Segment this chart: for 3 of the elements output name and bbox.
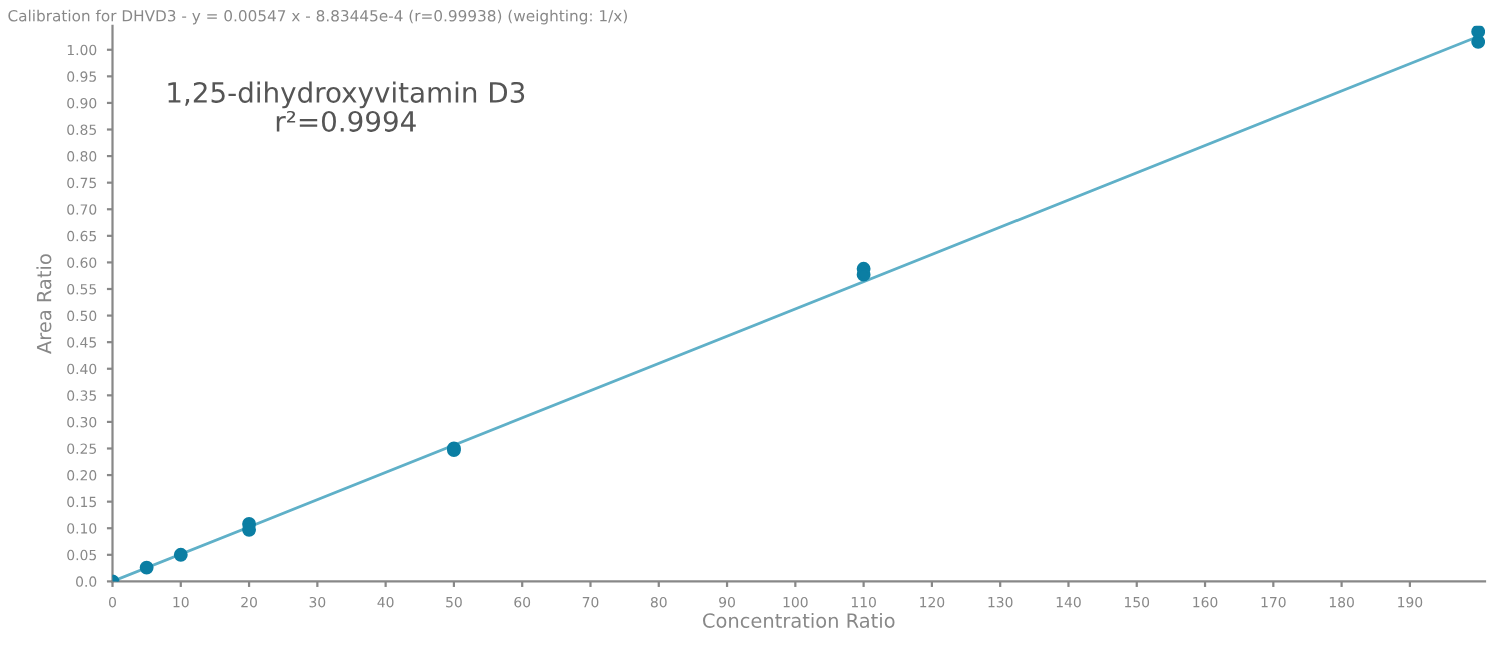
y-axis-title: Area Ratio	[36, 254, 52, 354]
x-axis-title: Concentration Ratio	[703, 612, 895, 628]
annotation: 1,25-dihydroxyvitamin D3 r²=0.9994	[168, 81, 525, 132]
